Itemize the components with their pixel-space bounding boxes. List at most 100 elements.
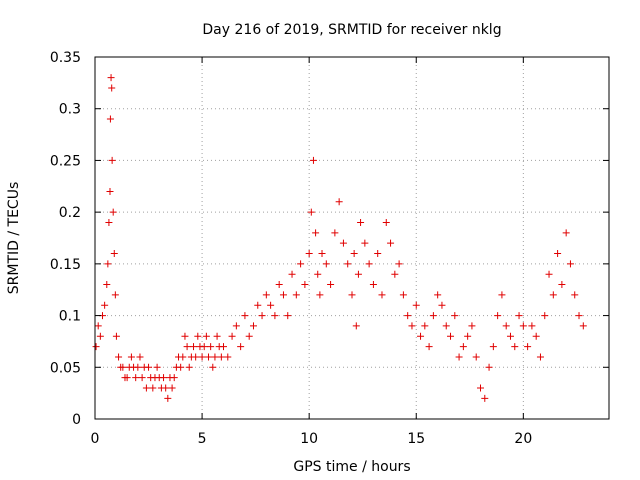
data-point <box>335 198 343 206</box>
data-point <box>387 239 395 247</box>
data-point <box>459 343 467 351</box>
data-point <box>132 374 140 382</box>
data-point <box>307 208 315 216</box>
data-point <box>112 332 120 340</box>
data-point <box>378 291 386 299</box>
data-point <box>94 322 102 330</box>
data-point <box>190 343 198 351</box>
data-point <box>111 291 119 299</box>
data-point <box>327 281 335 289</box>
data-point <box>177 363 185 371</box>
data-point <box>395 260 403 268</box>
data-point <box>309 156 317 164</box>
x-tick-labels: 0 5 10 15 20 <box>91 431 533 447</box>
data-point <box>301 281 309 289</box>
data-point <box>511 343 519 351</box>
data-point <box>344 260 352 268</box>
chart-title: Day 216 of 2019, SRMTID for receiver nkl… <box>202 22 501 38</box>
data-point <box>498 291 506 299</box>
data-point <box>481 394 489 402</box>
data-point <box>119 363 127 371</box>
data-point <box>579 322 587 330</box>
data-point <box>485 363 493 371</box>
data-point <box>103 281 111 289</box>
data-point <box>205 353 213 361</box>
data-point <box>107 74 115 82</box>
data-point <box>106 115 114 123</box>
data-point <box>506 332 514 340</box>
data-point <box>545 270 553 278</box>
data-point <box>369 281 377 289</box>
plot-frame <box>94 56 610 420</box>
data-point <box>438 301 446 309</box>
data-point <box>541 312 549 320</box>
x-tick-label: 10 <box>300 431 318 447</box>
data-point <box>109 208 117 216</box>
data-point <box>262 291 270 299</box>
y-tick-label: 0.3 <box>59 102 81 118</box>
data-point <box>138 374 146 382</box>
data-point <box>181 332 189 340</box>
data-point <box>249 322 257 330</box>
data-point <box>207 343 215 351</box>
data-point <box>164 394 172 402</box>
data-point <box>153 363 161 371</box>
data-point <box>571 291 579 299</box>
y-tick-label: 0.05 <box>50 360 81 376</box>
data-point <box>374 250 382 258</box>
data-point <box>224 353 232 361</box>
x-tick-label: 5 <box>198 431 207 447</box>
data-point <box>200 343 208 351</box>
x-tick-label: 20 <box>514 431 532 447</box>
data-point <box>213 332 221 340</box>
data-point <box>429 312 437 320</box>
y-tick-label: 0.15 <box>50 257 81 273</box>
grid <box>95 57 609 419</box>
data-point <box>136 353 144 361</box>
data-point <box>185 363 193 371</box>
data-point <box>331 229 339 237</box>
data-point <box>108 84 116 92</box>
data-point <box>489 343 497 351</box>
data-point <box>211 353 219 361</box>
data-point <box>350 250 358 258</box>
data-point <box>162 384 170 392</box>
data-point <box>202 332 210 340</box>
x-axis-label: GPS time / hours <box>293 459 410 475</box>
data-point <box>312 229 320 237</box>
data-point <box>464 332 472 340</box>
data-point <box>472 353 480 361</box>
data-point <box>267 301 275 309</box>
y-tick-label: 0.1 <box>59 309 81 325</box>
data-point <box>566 260 574 268</box>
data-point <box>447 332 455 340</box>
data-point <box>502 322 510 330</box>
data-point <box>477 384 484 392</box>
data-point <box>275 281 283 289</box>
y-axis-label: SRMTID / TECUs <box>6 182 22 295</box>
data-points <box>92 74 587 402</box>
data-point <box>192 353 200 361</box>
x-tick-label: 0 <box>91 431 100 447</box>
data-point <box>361 239 369 247</box>
data-point <box>108 156 116 164</box>
data-point <box>127 353 135 361</box>
data-point <box>220 343 227 351</box>
data-point <box>575 312 583 320</box>
data-point <box>228 332 236 340</box>
data-point <box>322 260 330 268</box>
data-point <box>145 363 153 371</box>
data-point <box>519 322 527 330</box>
data-point <box>232 322 240 330</box>
data-point <box>417 332 425 340</box>
y-tick-label: 0 <box>72 412 81 428</box>
data-point <box>101 301 109 309</box>
data-point <box>434 291 442 299</box>
data-point <box>339 239 347 247</box>
data-point <box>179 353 187 361</box>
data-point <box>160 374 168 382</box>
data-point <box>404 312 412 320</box>
data-point <box>549 291 557 299</box>
